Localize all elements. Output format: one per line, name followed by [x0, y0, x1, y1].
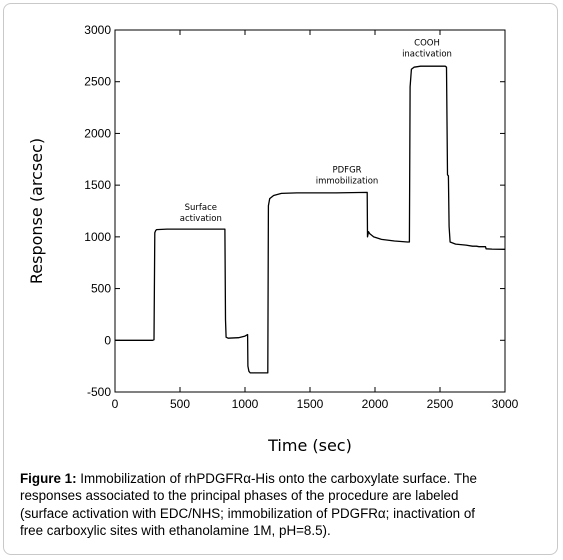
x-tick-label: 2000	[362, 397, 389, 411]
x-tick-label: 0	[112, 397, 119, 411]
annotation-label: Surface activation	[180, 203, 222, 224]
tick-labels: 0 500 1000 1500 2000 2500 3000-500050010001500…	[84, 23, 518, 411]
y-tick-label: 500	[91, 282, 111, 296]
y-tick-label: 0	[104, 333, 111, 347]
annotation-line: COOH	[414, 39, 440, 49]
y-tick-label: 1000	[84, 230, 111, 244]
x-tick-label: 1000	[232, 397, 259, 411]
x-axis-label: Time (sec)	[267, 436, 352, 455]
y-tick-label: 3000	[84, 23, 111, 37]
annotation-label: PDFGR immobilization	[316, 166, 379, 187]
y-tick-label: 2000	[84, 126, 111, 140]
axis-ticks	[114, 29, 506, 393]
x-tick-label: 2500	[427, 397, 454, 411]
annotation-line: inactivation	[402, 50, 452, 60]
series-line-response	[115, 65, 506, 374]
caption-line-3: (surface activation with EDC/NHS; immobi…	[20, 505, 475, 521]
y-tick-label: 1500	[84, 178, 111, 192]
x-tick-label: 3000	[492, 397, 519, 411]
annotation-line: activation	[180, 214, 222, 224]
annotations: Surface activation PDFGR immobilization COOH…	[180, 39, 452, 224]
y-tick-label: 2500	[84, 75, 111, 89]
caption-line-2: responses associated to the principal ph…	[20, 488, 459, 504]
y-tick-label: -500	[87, 385, 111, 399]
figure-frame	[3, 3, 558, 555]
annotation-label: COOH inactivation	[402, 39, 452, 60]
caption-line-4: free carboxylic sites with ethanolamine …	[20, 523, 331, 539]
annotation-line: immobilization	[316, 177, 379, 187]
x-tick-label: 1500	[297, 397, 324, 411]
x-tick-label: 500	[170, 397, 190, 411]
caption-line-1: Immobilization of rhPDGFRα-His onto the …	[76, 471, 477, 486]
caption-label: Figure 1:	[20, 471, 77, 486]
figure-caption: Figure 1: Immobilization of rhPDGFRα-His…	[20, 470, 548, 540]
annotation-line: PDFGR	[333, 166, 362, 176]
annotation-line: Surface	[185, 203, 217, 213]
chart: 0 500 1000 1500 2000 2500 3000-500050010001500…	[27, 23, 519, 455]
y-axis-label: Response (arcsec)	[27, 138, 46, 284]
